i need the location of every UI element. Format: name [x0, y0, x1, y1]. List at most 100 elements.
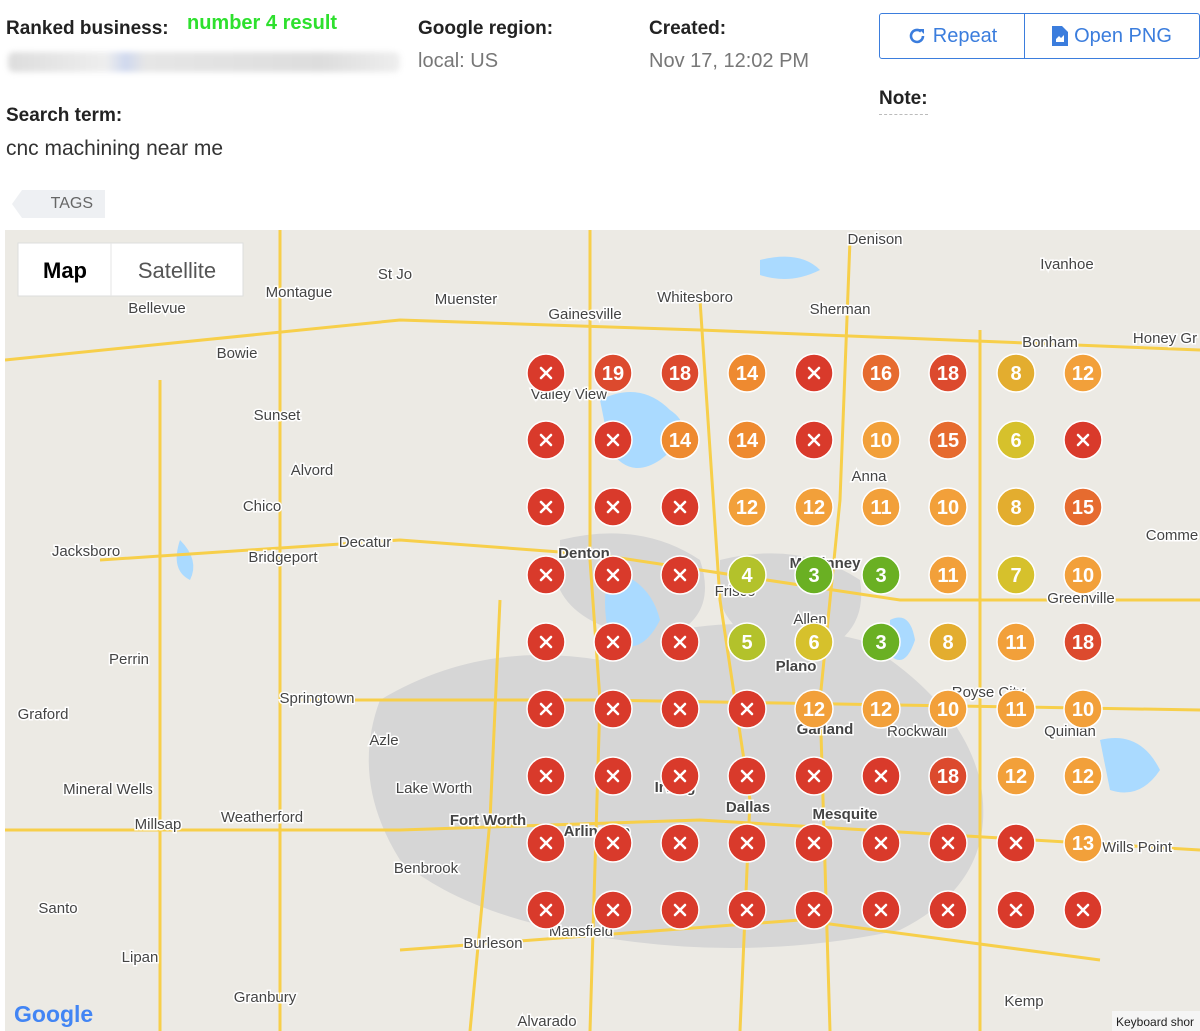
value: cnc machining near me	[6, 137, 224, 160]
marker-circle	[1063, 756, 1103, 796]
rank-marker	[727, 890, 767, 930]
place-label: Denison	[847, 231, 902, 248]
rank-marker: 11	[928, 555, 968, 595]
rank-marker: 14	[727, 353, 767, 393]
not-ranked-icon	[1009, 836, 1023, 850]
label: Repeat	[932, 24, 998, 47]
value: local: US	[418, 50, 499, 72]
rank-value: 18	[937, 766, 959, 788]
place-label: Honey Gr	[1133, 330, 1197, 347]
marker-circle	[996, 420, 1036, 460]
not-ranked-icon	[539, 568, 553, 582]
marker-circle	[1063, 622, 1103, 662]
not-ranked-icon	[539, 769, 553, 783]
label: Google region:	[418, 18, 554, 39]
rank-marker: 11	[861, 487, 901, 527]
place-label: St Jo	[378, 266, 412, 283]
not-ranked-icon	[606, 702, 620, 716]
rank-marker	[593, 555, 633, 595]
rank-value: 19	[602, 363, 624, 385]
marker-circle	[861, 622, 901, 662]
marker-circle	[593, 353, 633, 393]
place-label: Gainesville	[548, 306, 621, 323]
not-ranked-icon	[539, 433, 553, 447]
rank-value: 11	[870, 497, 891, 519]
marker-circle	[794, 689, 834, 729]
keyboard-shortcuts[interactable]: Keyboard shor	[1116, 1015, 1194, 1029]
place-label: Bonham	[1022, 334, 1078, 351]
marker-circle	[794, 487, 834, 527]
repeat-button[interactable]: Repeat	[879, 13, 1025, 59]
marker-circle	[996, 622, 1036, 662]
rank-marker: 3	[861, 622, 901, 662]
rank-marker: 16	[861, 353, 901, 393]
tags[interactable]: TAGS	[12, 190, 105, 218]
rank-value: 12	[736, 497, 758, 519]
rank-marker: 10	[928, 487, 968, 527]
rank-marker: 10	[861, 420, 901, 460]
rank-marker	[794, 890, 834, 930]
place-label: Lipan	[122, 949, 159, 966]
rank-value: 10	[937, 497, 959, 519]
not-ranked-icon	[606, 836, 620, 850]
not-ranked-icon	[606, 769, 620, 783]
rank-marker	[1063, 890, 1103, 930]
rank-marker	[660, 890, 700, 930]
rank-value: 12	[803, 699, 825, 721]
satellite-button[interactable]: Satellite	[138, 258, 216, 283]
not-ranked-icon	[807, 366, 821, 380]
marker-circle	[1063, 555, 1103, 595]
rank-value: 11	[1005, 699, 1026, 721]
rank-marker	[928, 890, 968, 930]
rank-marker: 18	[1063, 622, 1103, 662]
rank-value: 5	[741, 632, 752, 654]
not-ranked-icon	[539, 500, 553, 514]
place-label: Whitesboro	[657, 289, 733, 306]
rank-marker: 14	[727, 420, 767, 460]
place-label: Granbury	[234, 989, 297, 1006]
open-png-button[interactable]: Open PNG	[1024, 13, 1200, 59]
place-label: Anna	[851, 468, 887, 485]
rank-marker: 3	[861, 555, 901, 595]
rank-marker	[996, 890, 1036, 930]
place-label: Azle	[369, 732, 398, 749]
rank-value: 6	[1010, 430, 1021, 452]
rank-marker: 6	[996, 420, 1036, 460]
rank-marker	[526, 756, 566, 796]
rank-marker	[996, 823, 1036, 863]
place-label: Sunset	[254, 407, 302, 424]
place-label: Sherman	[810, 301, 871, 318]
rank-marker: 12	[727, 487, 767, 527]
label: Search term:	[6, 105, 123, 126]
marker-circle	[1063, 689, 1103, 729]
rank-value: 3	[875, 565, 886, 587]
marker-circle	[996, 555, 1036, 595]
rank-value: 15	[937, 430, 959, 452]
rank-value: 18	[1072, 632, 1094, 654]
rank-marker: 13	[1063, 823, 1103, 863]
rank-value: 8	[942, 632, 953, 654]
not-ranked-icon	[1009, 903, 1023, 917]
marker-circle	[660, 420, 700, 460]
not-ranked-icon	[673, 500, 687, 514]
place-label: Ivanhoe	[1040, 256, 1093, 273]
rank-value: 18	[937, 363, 959, 385]
not-ranked-icon	[539, 702, 553, 716]
rank-value: 12	[1072, 363, 1094, 385]
rank-marker	[794, 823, 834, 863]
place-label: Dallas	[726, 799, 770, 816]
not-ranked-icon	[1076, 433, 1090, 447]
not-ranked-icon	[941, 903, 955, 917]
rank-marker	[928, 823, 968, 863]
map-button[interactable]: Map	[43, 258, 87, 283]
rank-marker: 3	[794, 555, 834, 595]
rank-marker	[526, 689, 566, 729]
not-ranked-icon	[807, 836, 821, 850]
rank-marker: 12	[794, 689, 834, 729]
rank-value: 8	[1010, 363, 1021, 385]
marker-circle	[996, 756, 1036, 796]
rank-value: 3	[875, 632, 886, 654]
marker-circle	[928, 622, 968, 662]
control-bg	[17, 242, 244, 297]
